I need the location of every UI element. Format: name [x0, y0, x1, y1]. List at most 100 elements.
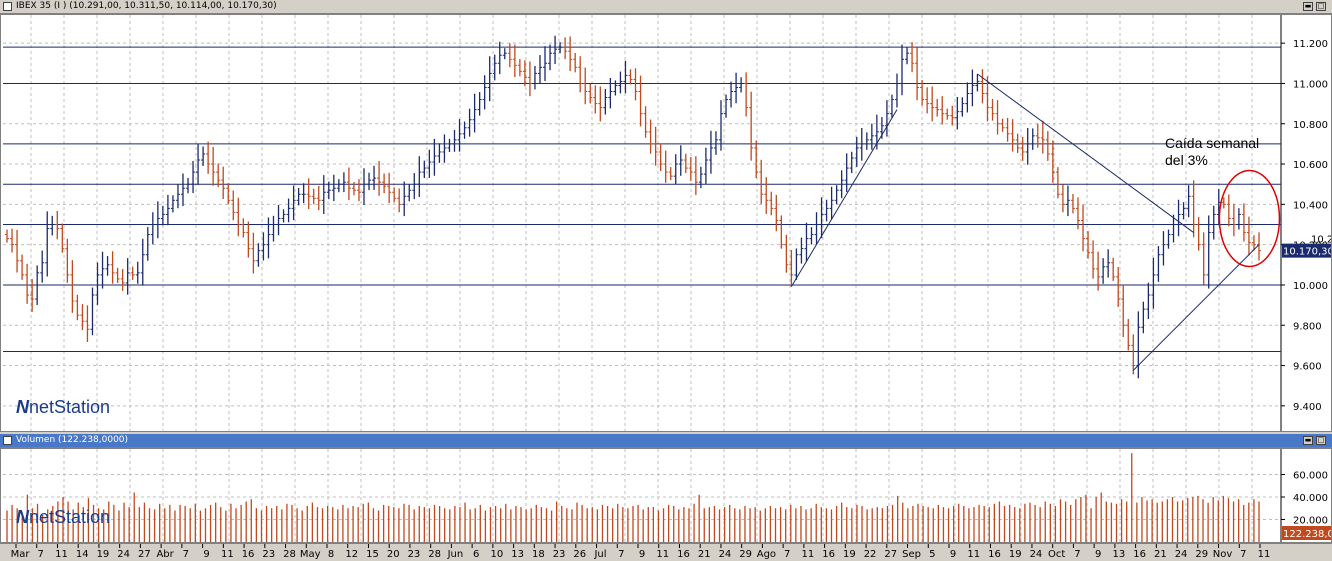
x-tick-label: 7: [1074, 549, 1080, 560]
y-tick-label: 10.000: [1293, 281, 1328, 292]
x-tick-label: 26: [573, 549, 586, 560]
x-tick-label: 19: [1009, 549, 1022, 560]
netstation-logo-mark: N: [16, 507, 29, 527]
price-chart-panel: 9.400 9.600 9.800 10.000 10.200 10.400 10.600 1…: [0, 14, 1332, 432]
x-tick-label: 8: [328, 549, 334, 560]
y-tick-label: 10.600: [1293, 160, 1328, 171]
price-window-titlebar[interactable]: IBEX 35 (I ) (10.291,00, 10.311,50, 10.1…: [0, 0, 1332, 14]
x-tick-label: 19: [97, 549, 110, 560]
price-chart: 9.400 9.600 9.800 10.000 10.200 10.400 10.600 1…: [3, 15, 1331, 431]
x-tick-label: 9: [203, 549, 209, 560]
x-tick-label: 12: [345, 549, 358, 560]
x-tick-label: 13: [1112, 549, 1125, 560]
last-price-badge: [1282, 243, 1331, 258]
x-tick-label: 27: [138, 549, 151, 560]
x-tick-label: 11: [55, 549, 68, 560]
uptrend-line: [790, 109, 898, 287]
volume-chart-panel: 20.000 40.000 60.000 122.238,0 NnetStation: [0, 448, 1332, 543]
x-tick-label: Jul: [593, 549, 606, 560]
x-tick-label: Ago: [757, 549, 776, 560]
x-tick-label: 23: [262, 549, 275, 560]
netstation-logo: NnetStation: [16, 507, 110, 528]
x-tick-label: 7: [784, 549, 790, 560]
y-tick-label: 11.000: [1293, 79, 1328, 90]
x-tick-label: 24: [117, 549, 130, 560]
volume-chart: 20.000 40.000 60.000 122.238,0: [3, 449, 1331, 542]
netstation-logo-text: netStation: [29, 507, 111, 527]
y-tick-label: 9.600: [1293, 362, 1322, 373]
x-tick-label: 16: [677, 549, 690, 560]
highlight-ellipse: [1218, 169, 1281, 268]
last-price-label: 10.170,30: [1283, 247, 1331, 258]
y-tick-label: 10.800: [1293, 120, 1328, 131]
x-tick-label: Abr: [156, 549, 174, 560]
x-tick-label: 29: [1195, 549, 1208, 560]
downtrend-line: [977, 73, 1194, 233]
netstation-logo: NnetStation: [16, 397, 110, 418]
price-window-title: IBEX 35 (I ) (10.291,00, 10.311,50, 10.1…: [16, 1, 277, 11]
minimize-button[interactable]: ▬: [1303, 2, 1313, 11]
y-tick-label: 10.400: [1293, 200, 1328, 211]
minimize-button[interactable]: ▬: [1303, 436, 1313, 445]
uptrend-line: [1132, 244, 1260, 371]
y-tick-label: 11.200: [1293, 39, 1328, 50]
volume-window-title: Volumen (122.238,0000): [16, 435, 129, 445]
x-tick-label: 6: [473, 549, 479, 560]
x-tick-label: 9: [950, 549, 956, 560]
maximize-button[interactable]: □: [1316, 436, 1326, 445]
y-tick-label: 20.000: [1293, 516, 1328, 527]
x-tick-label: 15: [366, 549, 379, 560]
x-tick-label: 11: [801, 549, 814, 560]
x-tick-label: 27: [884, 549, 897, 560]
x-tick-label: Sep: [902, 549, 921, 560]
x-tick-label: 23: [408, 549, 421, 560]
x-tick-label: 11: [221, 549, 234, 560]
x-tick-label: 7: [618, 549, 624, 560]
window-icon: [3, 436, 12, 445]
x-tick-label: Nov: [1213, 549, 1233, 560]
x-tick-label: 24: [1030, 549, 1043, 560]
x-tick-label: May: [300, 549, 321, 560]
x-tick-label: 28: [428, 549, 441, 560]
x-tick-label: Mar: [11, 549, 31, 560]
x-axis: Mar 7 11 14 19 24 27 Abr 7 9 11 16 23 28 May 8 12 15 20 23 2…: [11, 544, 1271, 560]
x-tick-label: Jun: [447, 549, 464, 560]
x-tick-label: 7: [1240, 549, 1246, 560]
x-tick-label: 11: [1258, 549, 1271, 560]
window-icon: [3, 2, 12, 11]
x-tick-label: 19: [843, 549, 856, 560]
annotation-text: del 3%: [1165, 152, 1208, 168]
netstation-logo-text: netStation: [29, 397, 111, 417]
x-tick-label: 24: [719, 549, 732, 560]
x-tick-label: 11: [656, 549, 669, 560]
y-tick-label: 60.000: [1293, 471, 1328, 482]
x-tick-label: 16: [1133, 549, 1146, 560]
last-volume-label: 122.238,0: [1283, 529, 1331, 540]
x-tick-label: 11: [967, 549, 980, 560]
y-tick-label: 9.800: [1293, 321, 1322, 332]
x-tick-label: 9: [639, 549, 645, 560]
x-tick-label: 18: [532, 549, 545, 560]
x-tick-label: 28: [283, 549, 296, 560]
x-tick-label: 7: [183, 549, 189, 560]
x-tick-label: 10: [490, 549, 503, 560]
x-tick-label: 20: [387, 549, 400, 560]
x-tick-label: Oct: [1048, 549, 1065, 560]
x-tick-label: 21: [1154, 549, 1167, 560]
y-tick-label: 9.400: [1293, 402, 1322, 413]
x-tick-label: 14: [76, 549, 89, 560]
x-tick-label: 9: [1095, 549, 1101, 560]
y-tick-label: 40.000: [1293, 493, 1328, 504]
maximize-button[interactable]: □: [1316, 2, 1326, 11]
x-tick-label: 21: [698, 549, 711, 560]
x-tick-label: 7: [38, 549, 44, 560]
x-tick-label: 13: [511, 549, 524, 560]
volume-window-titlebar[interactable]: Volumen (122.238,0000) ▬ □: [0, 434, 1332, 448]
x-tick-label: 22: [864, 549, 877, 560]
x-tick-label: 24: [1175, 549, 1188, 560]
x-tick-label: 16: [822, 549, 835, 560]
x-tick-label: 16: [988, 549, 1001, 560]
y-tick-label: 10.200: [1311, 235, 1331, 246]
last-volume-badge: [1282, 526, 1331, 540]
x-tick-label: 16: [242, 549, 255, 560]
